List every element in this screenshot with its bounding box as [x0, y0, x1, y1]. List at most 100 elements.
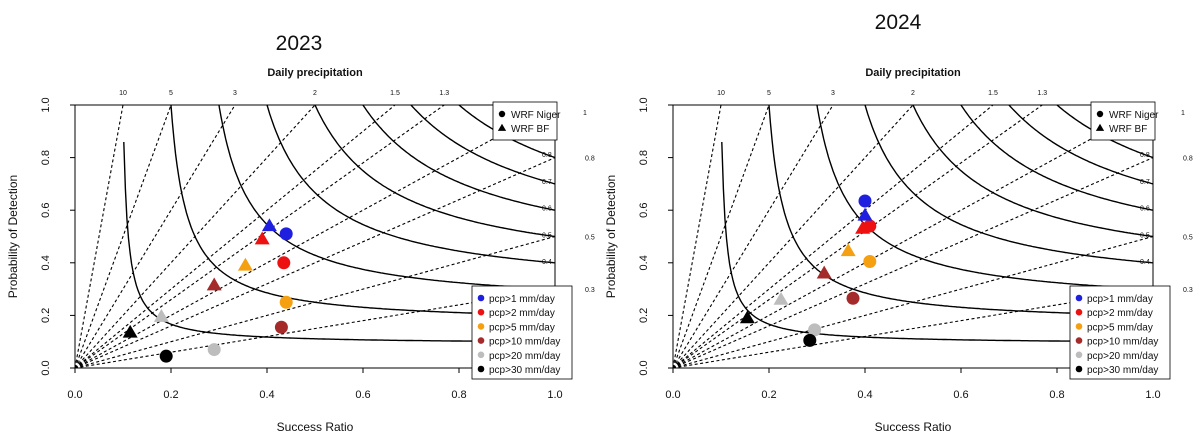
legend-swatch	[1075, 323, 1083, 330]
marker-legend-label: WRF Niger	[511, 110, 561, 121]
point-wrf-niger	[863, 254, 877, 268]
bias-line	[673, 105, 834, 368]
plot-frame	[74, 104, 556, 369]
csi-contour	[1008, 105, 1153, 185]
marker-legend	[1090, 101, 1156, 141]
point-wrf-niger	[207, 343, 221, 357]
point-wrf-bf	[237, 257, 253, 271]
csi-contour	[362, 105, 555, 211]
bias-label: 10	[717, 90, 725, 97]
point-wrf-niger	[277, 256, 291, 270]
bias-label: 0.8	[1183, 156, 1193, 163]
bias-label: 2	[313, 90, 317, 97]
threshold-legend-label: pcp>5 mm/day	[489, 322, 555, 333]
csi-label: 0.4	[542, 259, 552, 266]
threshold-legend-label: pcp>10 mm/day	[1087, 337, 1158, 348]
point-wrf-niger	[159, 349, 173, 363]
chart-title: 2023	[276, 32, 323, 55]
bias-line	[673, 157, 1153, 368]
legend-swatch	[477, 351, 485, 359]
y-tick-label: 0.4	[638, 255, 650, 270]
threshold-legend-label: pcp>30 mm/day	[489, 365, 560, 376]
bias-label: 1.5	[390, 90, 400, 97]
bias-label: 3	[233, 90, 237, 97]
csi-contour	[410, 105, 555, 185]
legend-triangle-icon	[497, 123, 507, 131]
y-tick-label: 0.2	[40, 308, 52, 323]
legend-swatch	[1075, 294, 1083, 302]
top-axis-title: Daily precipitation	[865, 67, 961, 79]
y-tick-label: 0.0	[40, 360, 52, 375]
y-tick-label: 1.0	[638, 97, 650, 112]
bias-label: 0.8	[585, 156, 595, 163]
y-tick-label: 0.8	[638, 150, 650, 165]
point-wrf-bf	[816, 265, 832, 279]
legend-circle-icon	[1096, 110, 1104, 118]
point-wrf-niger	[803, 333, 817, 347]
bias-label: 2	[911, 90, 915, 97]
x-tick-label: 0.0	[67, 389, 82, 401]
threshold-legend-label: pcp>30 mm/day	[1087, 365, 1158, 376]
csi-label: 0.8	[1140, 152, 1150, 159]
point-wrf-niger	[808, 323, 822, 337]
threshold-legend-label: pcp>2 mm/day	[489, 308, 555, 319]
bias-label: 3	[831, 90, 835, 97]
bias-label: 1.5	[988, 90, 998, 97]
legend-swatch	[1075, 351, 1083, 359]
csi-contour	[266, 105, 555, 264]
point-wrf-niger	[279, 227, 293, 241]
legend-swatch	[477, 308, 485, 316]
bias-line	[673, 105, 770, 368]
threshold-legend-label: pcp>20 mm/day	[489, 351, 560, 362]
bias-label: 1.3	[1037, 90, 1047, 97]
y-tick-label: 0.4	[40, 255, 52, 270]
threshold-legend-label: pcp>1 mm/day	[1087, 294, 1153, 305]
point-wrf-bf	[122, 324, 138, 338]
y-tick-label: 0.6	[40, 203, 52, 218]
x-tick-label: 0.4	[857, 389, 872, 401]
bias-label: 0.5	[585, 235, 595, 242]
point-wrf-bf	[153, 309, 169, 322]
y-tick-label: 0.8	[40, 150, 52, 165]
threshold-legend-label: pcp>5 mm/day	[1087, 322, 1153, 333]
point-wrf-bf	[773, 291, 789, 305]
csi-label: 0.5	[542, 232, 552, 239]
x-tick-label: 0.8	[1049, 389, 1064, 401]
csi-contour	[912, 105, 1153, 238]
marker-legend	[492, 101, 558, 141]
marker-legend-label: WRF BF	[1109, 124, 1147, 135]
bias-label: 1.3	[439, 90, 449, 97]
x-tick-label: 1.0	[547, 389, 562, 401]
legend-swatch	[477, 294, 485, 302]
x-axis-label: Success Ratio	[875, 420, 952, 434]
legend-swatch	[1075, 308, 1083, 316]
legend-swatch	[477, 323, 485, 330]
csi-label: 0.6	[542, 206, 552, 213]
y-axis-label: Probability of Detection	[6, 175, 20, 298]
y-tick-label: 0.0	[638, 360, 650, 375]
point-wrf-bf	[254, 231, 270, 245]
x-tick-label: 0.6	[355, 389, 370, 401]
bias-line	[75, 105, 236, 368]
point-wrf-niger	[279, 295, 293, 309]
x-axis-label: Success Ratio	[277, 420, 354, 434]
x-tick-label: 0.2	[761, 389, 776, 401]
x-tick-label: 0.6	[953, 389, 968, 401]
threshold-legend-label: pcp>1 mm/day	[489, 294, 555, 305]
point-wrf-bf	[855, 220, 871, 234]
bias-line	[75, 288, 555, 368]
csi-label: 0.8	[542, 152, 552, 159]
csi-contour	[960, 105, 1153, 211]
x-tick-label: 0.0	[665, 389, 680, 401]
bias-line	[673, 235, 1153, 368]
point-wrf-bf	[739, 310, 755, 324]
bias-line	[673, 105, 1043, 368]
performance-diagram-2023: 2023 Daily precipitation 10 5 3 2 1.5 1.3 1 0.8 0.…	[6, 32, 595, 434]
point-wrf-niger	[274, 320, 288, 334]
bias-line	[673, 105, 722, 368]
bias-label: 1	[1181, 110, 1185, 117]
point-wrf-niger	[846, 291, 860, 305]
x-tick-label: 0.8	[451, 389, 466, 401]
csi-contour	[314, 105, 555, 238]
